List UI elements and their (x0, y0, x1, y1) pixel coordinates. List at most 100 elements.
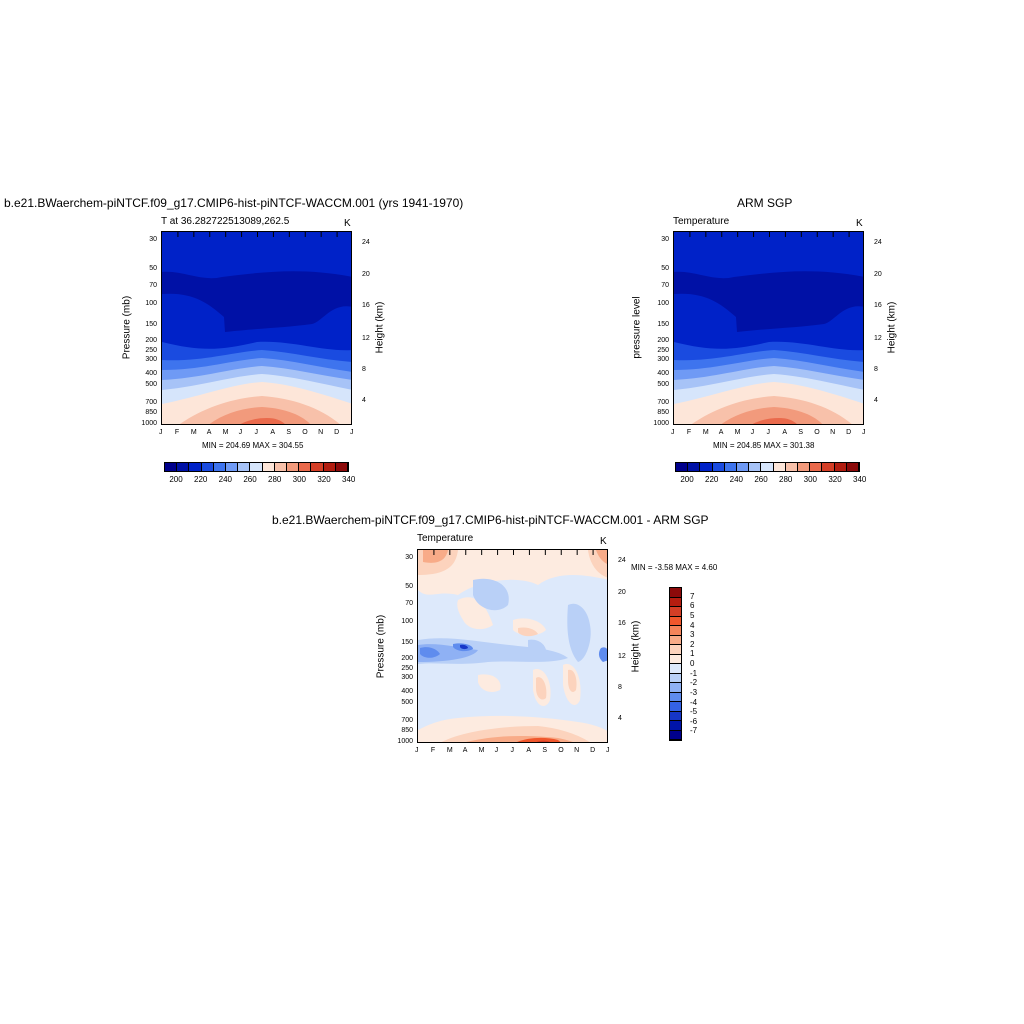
panel2-y2tick-label: 8 (874, 365, 878, 373)
colorbar-label: 1 (690, 649, 695, 659)
panel3-ytick-label: 250 (401, 665, 413, 673)
panel1-xtick-label: J (238, 429, 243, 436)
difference-band (528, 639, 547, 657)
temperature-band (752, 418, 797, 424)
colorbar-label: 7 (690, 591, 695, 601)
panel2-xtick-label: A (718, 429, 724, 436)
panel3-subtitle-left: Temperature (417, 533, 474, 544)
panel1-xtick-label: J (159, 429, 163, 436)
colorbar-swatch (670, 626, 681, 636)
colorbar-swatch (670, 664, 681, 674)
panel1-ytick-label: 250 (145, 347, 157, 355)
colorbar-swatch (670, 645, 681, 655)
colorbar-swatch (761, 463, 774, 471)
panel3-plot (417, 549, 608, 743)
panel1-ytick-label: 150 (145, 321, 157, 329)
difference-band (528, 550, 568, 572)
panel1-y2tick-label: 12 (362, 334, 370, 342)
colorbar-swatch (323, 463, 336, 471)
colorbar-swatch (238, 463, 251, 471)
temperature-band (674, 271, 863, 332)
panel1-title: b.e21.BWaerchem-piNTCF.f09_g17.CMIP6-his… (4, 196, 464, 210)
panel2-subtitle-left: Temperature (673, 216, 730, 227)
panel3-xtick-label: J (510, 747, 515, 754)
colorbar-swatch (311, 463, 324, 471)
panel2-ytick-label: 50 (661, 264, 669, 272)
panel1-xtick-label: O (302, 429, 308, 436)
panel2-y2tick-label: 24 (874, 238, 882, 246)
panel1-ytick-label: 200 (145, 336, 157, 344)
panel2-xtick-label: M (734, 429, 741, 436)
temperature-band (240, 418, 285, 424)
panel3-subtitle-right: K (600, 536, 607, 547)
colorbar-label: 200 (680, 475, 694, 484)
panel3-y2tick-label: 8 (618, 683, 622, 691)
colorbar-label: 320 (317, 475, 331, 484)
panel3-ytick-label: 70 (405, 600, 413, 608)
panel2-ytick-label: 850 (657, 409, 669, 417)
panel1-y2tick-label: 4 (362, 396, 366, 404)
panel1-ytick-label: 500 (145, 381, 157, 389)
panel3-y2tick-label: 24 (618, 556, 626, 564)
panel1-xtick-label: N (318, 429, 324, 436)
panel1-y2label: Height (km) (374, 301, 386, 354)
colorbar-label: 3 (690, 630, 695, 640)
panel1-ytick-label: 400 (145, 369, 157, 377)
panel2-ylabel: pressure level (631, 296, 643, 359)
panel2-contour (674, 232, 863, 424)
panel3-xtick-label: J (415, 747, 419, 754)
panel2-xtick-label: J (766, 429, 771, 436)
colorbar-label: 260 (243, 475, 257, 484)
colorbar-swatch (177, 463, 190, 471)
colorbar-swatch (712, 463, 725, 471)
panel3-ytick-label: 100 (401, 617, 413, 625)
panel2-ytick-label: 700 (657, 398, 669, 406)
panel3-xtick-label: O (558, 747, 564, 754)
panel2-ytick-label: 400 (657, 369, 669, 377)
temperature-band (721, 407, 823, 424)
panel3-ytick-label: 50 (405, 582, 413, 590)
panel2-xtick-label: F (686, 429, 692, 436)
difference-band (457, 597, 493, 630)
colorbar-swatch (676, 463, 689, 471)
panel3-contour (418, 550, 607, 742)
temperature-band (209, 407, 311, 424)
colorbar-label: 300 (803, 475, 818, 484)
panel3-ytick-label: 850 (401, 727, 413, 735)
colorbar-swatch (670, 711, 681, 721)
panel3-ytick-label: 1000 (397, 738, 413, 745)
panel1-ytick-label: 70 (149, 282, 157, 290)
panel2-subtitle-right: K (856, 218, 863, 229)
colorbar-swatch (670, 730, 681, 740)
panel1-minmax: MIN = 204.69 MAX = 304.55 (202, 441, 304, 450)
colorbar-swatch (846, 463, 860, 471)
colorbar-swatch (749, 463, 762, 471)
colorbar-label: 260 (754, 475, 768, 484)
panel3-xtick-label: J (606, 747, 610, 754)
colorbar-swatch (189, 463, 202, 471)
colorbar-swatch (724, 463, 738, 471)
panel2-ytick-label: 200 (657, 336, 669, 344)
colorbar-swatch (335, 463, 349, 471)
panel1-ylabel: Pressure (mb) (121, 295, 133, 360)
colorbar-label: 220 (194, 475, 208, 484)
colorbar-label: 320 (828, 475, 842, 484)
panel3-xtick-label: F (430, 747, 436, 754)
colorbar-label: -3 (690, 687, 698, 697)
panel3-ylabel: Pressure (mb) (375, 614, 387, 679)
colorbar-swatch (670, 654, 681, 664)
colorbar-label: 280 (268, 475, 282, 484)
panel3-xtick-label: A (526, 747, 532, 754)
colorbar-swatch (201, 463, 214, 471)
colorbar-label: 2 (690, 639, 695, 649)
colorbar-swatch (785, 463, 799, 471)
panel3-xtick-label: J (494, 747, 499, 754)
panel1-plot (161, 231, 352, 425)
panel1-xtick-label: M (222, 429, 229, 436)
difference-band (473, 578, 509, 611)
colorbar-swatch (670, 616, 681, 626)
colorbar-swatch (274, 463, 288, 471)
panel1-ytick-label: 1000 (141, 420, 157, 427)
panel1-xtick-label: J (254, 429, 259, 436)
difference-band (420, 647, 440, 658)
